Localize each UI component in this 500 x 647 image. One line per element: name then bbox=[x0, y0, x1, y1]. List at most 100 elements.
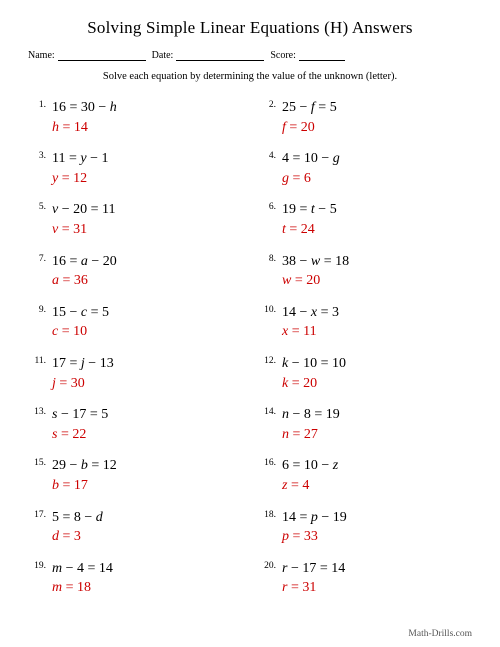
answer-text: f = 20 bbox=[282, 118, 337, 138]
answer-value: = 3 bbox=[59, 529, 81, 544]
answer-text: d = 3 bbox=[52, 527, 103, 547]
answer-text: t = 24 bbox=[282, 220, 337, 240]
answer-value: = 14 bbox=[59, 120, 88, 135]
equation-post: − 8 = 19 bbox=[289, 407, 340, 422]
equation-pre: 14 = bbox=[282, 510, 311, 525]
equation-post: − 1 bbox=[87, 151, 109, 166]
answer-text: n = 27 bbox=[282, 425, 340, 445]
problem-body: 16 = a − 20 a = 36 bbox=[52, 252, 117, 291]
header-fields: Name: Date: Score: bbox=[28, 50, 472, 61]
equation-text: 19 = t − 5 bbox=[282, 200, 337, 220]
answer-text: m = 18 bbox=[52, 578, 113, 598]
problem-body: 14 = p − 19p = 33 bbox=[282, 508, 347, 547]
equation-pre: 19 = bbox=[282, 202, 311, 217]
problem: 1.16 = 30 − hh = 14 bbox=[32, 98, 238, 137]
problem: 18.14 = p − 19p = 33 bbox=[262, 508, 468, 547]
equation-text: 14 = p − 19 bbox=[282, 508, 347, 528]
answer-value: = 20 bbox=[291, 273, 320, 288]
answer-variable: w bbox=[282, 273, 291, 288]
problem-number: 9. bbox=[32, 303, 52, 315]
equation-text: 14 − x = 3 bbox=[282, 303, 339, 323]
answer-text: s = 22 bbox=[52, 425, 108, 445]
answer-text: h = 14 bbox=[52, 118, 117, 138]
equation-pre: 11 = bbox=[52, 151, 80, 166]
date-label: Date: bbox=[152, 50, 174, 61]
date-blank[interactable] bbox=[176, 50, 264, 61]
date-field: Date: bbox=[152, 50, 265, 61]
name-label: Name: bbox=[28, 50, 55, 61]
problem-body: v − 20 = 11v = 31 bbox=[52, 200, 116, 239]
answer-text: y = 12 bbox=[52, 169, 109, 189]
problem: 16.6 = 10 − zz = 4 bbox=[262, 456, 468, 495]
problem-number: 1. bbox=[32, 98, 52, 110]
answer-value: = 11 bbox=[288, 324, 316, 339]
equation-variable: m bbox=[52, 561, 62, 576]
problem: 2.25 − f = 5f = 20 bbox=[262, 98, 468, 137]
equation-post: − 20 = 11 bbox=[58, 202, 115, 217]
problem-number: 11. bbox=[32, 354, 52, 366]
problem-body: 14 − x = 3x = 11 bbox=[282, 303, 339, 342]
equation-post: − 5 bbox=[315, 202, 337, 217]
answer-variable: m bbox=[52, 580, 62, 595]
answer-text: w = 20 bbox=[282, 271, 349, 291]
answer-value: = 18 bbox=[62, 580, 91, 595]
equation-pre: 17 = bbox=[52, 356, 81, 371]
equation-text: v − 20 = 11 bbox=[52, 200, 116, 220]
equation-pre: 4 = 10 − bbox=[282, 151, 333, 166]
answer-text: a = 36 bbox=[52, 271, 117, 291]
problem: 17.5 = 8 − dd = 3 bbox=[32, 508, 238, 547]
problem-number: 17. bbox=[32, 508, 52, 520]
problem: 4.4 = 10 − gg = 6 bbox=[262, 149, 468, 188]
name-blank[interactable] bbox=[58, 50, 146, 61]
problem-body: 17 = j − 13j = 30 bbox=[52, 354, 114, 393]
equation-post: − 17 = 14 bbox=[287, 561, 345, 576]
answer-value: = 33 bbox=[289, 529, 318, 544]
problem: 11.17 = j − 13j = 30 bbox=[32, 354, 238, 393]
problem-number: 5. bbox=[32, 200, 52, 212]
equation-variable: a bbox=[81, 254, 88, 269]
problem: 5.v − 20 = 11v = 31 bbox=[32, 200, 238, 239]
name-field: Name: bbox=[28, 50, 146, 61]
instructions-text: Solve each equation by determining the v… bbox=[28, 71, 472, 82]
equation-text: s − 17 = 5 bbox=[52, 405, 108, 425]
problem-body: 11 = y − 1y = 12 bbox=[52, 149, 109, 188]
problem-number: 16. bbox=[262, 456, 282, 468]
equation-pre: 5 = 8 − bbox=[52, 510, 96, 525]
answer-text: b = 17 bbox=[52, 476, 117, 496]
problem-body: 6 = 10 − zz = 4 bbox=[282, 456, 338, 495]
equation-post: − 19 bbox=[318, 510, 347, 525]
problem-number: 15. bbox=[32, 456, 52, 468]
problem-number: 20. bbox=[262, 559, 282, 571]
equation-text: 5 = 8 − d bbox=[52, 508, 103, 528]
problem: 10.14 − x = 3x = 11 bbox=[262, 303, 468, 342]
equation-text: m − 4 = 14 bbox=[52, 559, 113, 579]
score-blank[interactable] bbox=[299, 50, 345, 61]
problem: 6.19 = t − 5t = 24 bbox=[262, 200, 468, 239]
problem: 13.s − 17 = 5s = 22 bbox=[32, 405, 238, 444]
equation-pre: 38 − bbox=[282, 254, 311, 269]
answer-variable: h bbox=[52, 120, 59, 135]
problem-number: 2. bbox=[262, 98, 282, 110]
problem-number: 13. bbox=[32, 405, 52, 417]
answer-text: x = 11 bbox=[282, 322, 339, 342]
equation-text: n − 8 = 19 bbox=[282, 405, 340, 425]
equation-post: − 20 bbox=[88, 254, 117, 269]
answer-value: = 12 bbox=[58, 171, 87, 186]
equation-text: 11 = y − 1 bbox=[52, 149, 109, 169]
problem: 7.16 = a − 20a = 36 bbox=[32, 252, 238, 291]
equation-post: − 4 = 14 bbox=[62, 561, 113, 576]
problem: 8.38 − w = 18w = 20 bbox=[262, 252, 468, 291]
score-label: Score: bbox=[270, 50, 296, 61]
problem-number: 6. bbox=[262, 200, 282, 212]
equation-pre: 16 = bbox=[52, 254, 81, 269]
problem-number: 14. bbox=[262, 405, 282, 417]
equation-variable: w bbox=[311, 254, 320, 269]
equation-pre: 14 − bbox=[282, 305, 311, 320]
equation-post: − 10 = 10 bbox=[288, 356, 346, 371]
answer-text: p = 33 bbox=[282, 527, 347, 547]
problem-body: k − 10 = 10k = 20 bbox=[282, 354, 346, 393]
problem: 12.k − 10 = 10k = 20 bbox=[262, 354, 468, 393]
problem-body: 25 − f = 5f = 20 bbox=[282, 98, 337, 137]
equation-text: 25 − f = 5 bbox=[282, 98, 337, 118]
equation-text: 16 = 30 − h bbox=[52, 98, 117, 118]
